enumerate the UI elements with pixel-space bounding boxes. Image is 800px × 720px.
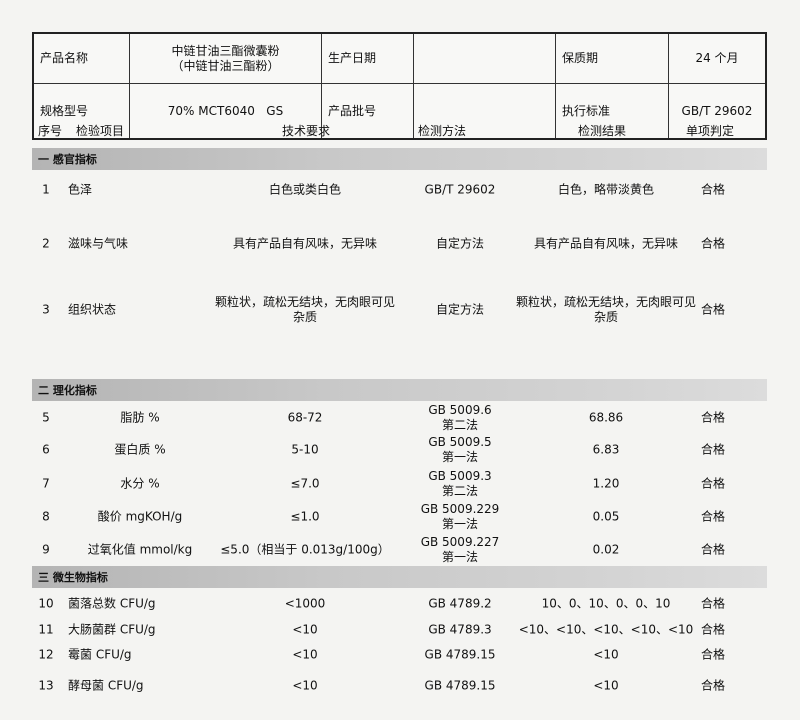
row-method: GB 4789.2 [428,596,492,611]
row-requirement: <1000 [284,596,326,611]
row-method: 自定方法 [435,302,485,317]
product-name-label: 产品名称 [34,34,130,84]
row-verdict: 合格 [700,509,726,524]
row-requirement: 颗粒状，疏松无结块，无肉眼可见 杂质 [214,295,396,324]
row-requirement: 白色或类白色 [268,182,342,197]
row-method: GB 5009.229 第一法 [420,502,500,531]
row-item: 组织状态 [68,302,117,317]
row-verdict: 合格 [700,236,726,251]
row-requirement: <10 [292,647,318,662]
row-method: GB 4789.3 [428,622,492,637]
row-number: 10 [38,596,54,611]
row-item: 蛋白质 % [114,442,166,457]
standard-label: 执行标准 [556,84,669,138]
row-method: GB/T 29602 [424,182,496,197]
row-requirement: 68-72 [287,410,323,425]
row-method: GB 5009.5 第一法 [428,435,492,464]
row-number: 11 [38,622,54,637]
row-item: 过氧化值 mmol/kg [87,542,193,557]
row-verdict: 合格 [700,302,726,317]
row-item: 酵母菌 CFU/g [68,678,144,693]
row-number: 5 [42,410,50,425]
column-header-result: 检测结果 [578,124,627,138]
row-method: 自定方法 [435,236,485,251]
row-verdict: 合格 [700,647,726,662]
row-item: 脂肪 % [120,410,160,425]
column-header-verdict: 单项判定 [686,124,735,138]
batch-value [414,84,556,138]
row-result: 0.05 [592,509,620,524]
row-method: GB 5009.6 第二法 [428,403,492,432]
row-item: 菌落总数 CFU/g [68,596,156,611]
row-number: 3 [42,302,50,317]
row-number: 9 [42,542,50,557]
row-method: GB 4789.15 [424,647,496,662]
column-header-method: 检测方法 [418,124,467,138]
standard-value: GB/T 29602 [681,103,753,118]
product-name-line1: 中链甘油三酯微囊粉 [171,43,280,58]
row-verdict: 合格 [700,542,726,557]
row-result: <10 [593,647,619,662]
production-date-value [414,34,556,84]
row-result: 68.86 [588,410,624,425]
section-header: 一 感官指标 [32,148,767,170]
row-verdict: 合格 [700,622,726,637]
row-item: 水分 % [120,476,160,491]
row-number: 6 [42,442,50,457]
row-verdict: 合格 [700,182,726,197]
shelf-life-value: 24 个月 [669,34,765,84]
row-result: 0.02 [592,542,620,557]
column-header-requirement: 技术要求 [282,124,331,138]
column-header-no: 序号 [38,124,63,138]
row-number: 13 [38,678,54,693]
batch-label: 产品批号 [322,84,414,138]
row-method: GB 4789.15 [424,678,496,693]
row-verdict: 合格 [700,442,726,457]
row-result: <10、<10、<10、<10、<10 [518,622,694,637]
row-item: 滋味与气味 [68,236,129,251]
row-requirement: ≤7.0 [290,476,320,491]
row-item: 霉菌 CFU/g [68,647,132,662]
row-result: <10 [593,678,619,693]
section-header: 二 理化指标 [32,379,767,401]
row-number: 8 [42,509,50,524]
row-result: 10、0、10、0、0、10 [541,596,671,611]
row-method: GB 5009.227 第一法 [420,535,500,564]
row-result: 白色，略带淡黄色 [557,182,655,197]
section-header: 三 微生物指标 [32,566,767,588]
spec-label: 规格型号 [34,84,130,138]
product-name-value: 中链甘油三酯微囊粉 （中链甘油三酯粉） [130,34,322,84]
product-info-table: 产品名称 中链甘油三酯微囊粉 （中链甘油三酯粉） 生产日期 保质期 24 个月 … [32,32,767,140]
row-item: 大肠菌群 CFU/g [68,622,156,637]
row-requirement: <10 [292,678,318,693]
row-number: 7 [42,476,50,491]
shelf-life-label: 保质期 [556,34,669,84]
row-requirement: ≤1.0 [290,509,320,524]
row-result: 具有产品自有风味，无异味 [533,236,679,251]
spec-value: 70% MCT6040 GS [130,84,322,138]
row-verdict: 合格 [700,476,726,491]
row-requirement: 具有产品自有风味，无异味 [232,236,378,251]
row-result: 1.20 [592,476,620,491]
row-requirement: ≤5.0（相当于 0.013g/100g） [220,542,390,557]
row-verdict: 合格 [700,410,726,425]
row-item: 酸价 mgKOH/g [97,509,183,524]
row-result: 颗粒状，疏松无结块，无肉眼可见 杂质 [515,295,697,324]
product-name-line2: （中链甘油三酯粉） [171,58,280,73]
row-number: 1 [42,182,50,197]
column-header-item: 检验项目 [76,124,125,138]
row-number: 12 [38,647,54,662]
row-requirement: <10 [292,622,318,637]
row-method: GB 5009.3 第二法 [428,469,492,498]
row-verdict: 合格 [700,596,726,611]
production-date-label: 生产日期 [322,34,414,84]
row-number: 2 [42,236,50,251]
row-requirement: 5-10 [291,442,319,457]
row-item: 色泽 [68,182,93,197]
row-verdict: 合格 [700,678,726,693]
row-result: 6.83 [592,442,620,457]
